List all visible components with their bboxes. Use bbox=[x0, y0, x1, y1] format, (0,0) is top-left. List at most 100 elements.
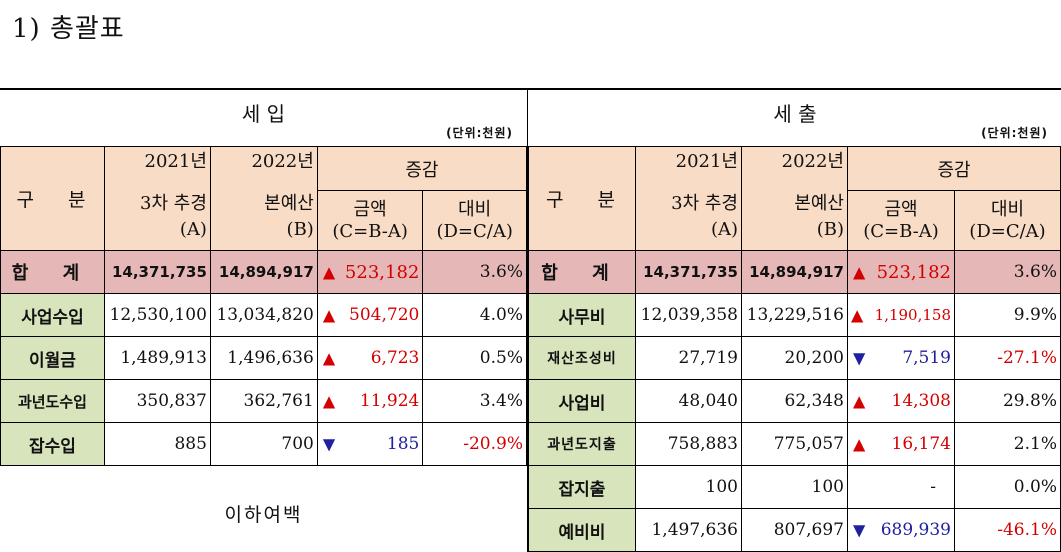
income-row-a: 350,837 bbox=[103, 379, 211, 423]
expense-row-category: 사무비 bbox=[528, 293, 636, 337]
expense-row-b: 13,229,516 bbox=[741, 293, 848, 337]
income-row-b: 13,034,820 bbox=[209, 293, 318, 337]
table-row: 사업수입 12,530,100 13,034,820 ▲ 504,720 4.0% bbox=[0, 293, 527, 337]
income-total-row: 합 계 14,371,735 14,894,917 ▲ 523,182 3.6% bbox=[0, 250, 527, 294]
income-header-amount: 금액 (C=B-A) bbox=[316, 190, 424, 251]
expense-panel: 세 출 (단위:천원) 구 분 2021년 3차 추경 (A) 2022년 본예… bbox=[527, 88, 1061, 552]
increase-arrow-icon: ▲ bbox=[322, 305, 336, 325]
income-row-c: ▲ 11,924 bbox=[316, 379, 424, 423]
expense-total-row: 합 계 14,371,735 14,894,917 ▲ 523,182 3.6% bbox=[528, 250, 1061, 294]
income-row-c-value: 6,723 bbox=[370, 348, 420, 368]
increase-arrow-icon: ▲ bbox=[322, 262, 336, 282]
income-header-2022: 2022년 본예산 (B) bbox=[209, 146, 318, 251]
income-header-ratio-line1: 대비 bbox=[458, 198, 492, 220]
income-header-row-1: 구 분 2021년 3차 추경 (A) 2022년 본예산 (B) 증감 bbox=[0, 146, 528, 251]
expense-total-c-value: 523,182 bbox=[876, 261, 951, 283]
table-row: 잡수입 885 700 ▼ 185 -20.9% bbox=[0, 422, 527, 466]
expense-row-d: -46.1% bbox=[954, 508, 1061, 552]
expense-row-c-value: 689,939 bbox=[880, 520, 951, 540]
expense-row-category: 예비비 bbox=[528, 508, 636, 552]
increase-arrow-icon: ▲ bbox=[322, 348, 336, 368]
expense-row-c-value: 7,519 bbox=[902, 348, 951, 368]
income-total-c-value: 523,182 bbox=[344, 261, 420, 283]
income-row-c-value: 11,924 bbox=[359, 391, 420, 411]
income-row-c: ▲ 504,720 bbox=[316, 293, 424, 337]
income-row-b: 1,496,636 bbox=[209, 336, 318, 380]
income-unit-label: (단위:천원) bbox=[446, 126, 513, 140]
decrease-arrow-icon: ▼ bbox=[853, 520, 866, 540]
expense-header-ratio-line1: 대비 bbox=[990, 198, 1025, 220]
expense-row-d: 9.9% bbox=[954, 293, 1061, 337]
decrease-arrow-icon: ▼ bbox=[853, 348, 866, 368]
income-row-category: 잡수입 bbox=[0, 422, 105, 466]
income-total-d: 3.6% bbox=[422, 250, 527, 294]
income-total-label: 합 계 bbox=[0, 250, 105, 294]
income-row-a: 885 bbox=[103, 422, 211, 466]
expense-row-c: ▲ 16,174 bbox=[847, 422, 955, 466]
income-header-2021: 2021년 3차 추경 (A) bbox=[103, 146, 211, 251]
table-row: 과년도지출 758,883 775,057 ▲ 16,174 2.1% bbox=[528, 422, 1061, 466]
income-row-d: 0.5% bbox=[422, 336, 527, 380]
income-header-2022-line1: 2022년 bbox=[251, 151, 314, 172]
income-header-2021-line2: 3차 추경 bbox=[140, 193, 207, 214]
income-row-category: 사업수입 bbox=[0, 293, 105, 337]
income-row-d: 3.4% bbox=[422, 379, 527, 423]
income-table: 구 분 2021년 3차 추경 (A) 2022년 본예산 (B) 증감 금액 … bbox=[0, 146, 528, 466]
expense-row-category: 사업비 bbox=[528, 379, 636, 423]
document-title: 1) 총괄표 bbox=[12, 14, 125, 44]
income-header-ratio: 대비 (D=C/A) bbox=[422, 190, 527, 251]
expense-row-b: 20,200 bbox=[741, 336, 848, 380]
income-total-a: 14,371,735 bbox=[103, 250, 211, 294]
income-row-category: 과년도수입 bbox=[0, 379, 105, 423]
expense-row-a: 12,039,358 bbox=[635, 293, 742, 337]
income-header-row-2: 금액 (C=B-A) 대비 (D=C/A) bbox=[1, 190, 527, 251]
income-header-category: 구 분 bbox=[0, 146, 105, 251]
expense-row-d: -27.1% bbox=[954, 336, 1061, 380]
expense-row-a: 48,040 bbox=[635, 379, 742, 423]
expense-row-c-value: - bbox=[930, 477, 936, 497]
expense-row-category: 잡지출 bbox=[528, 465, 636, 509]
expense-header-category: 구 분 bbox=[528, 146, 636, 251]
expense-row-category: 과년도지출 bbox=[528, 422, 636, 466]
blank-note: 이하여백 bbox=[224, 504, 303, 526]
expense-header-2022-line1: 2022년 bbox=[781, 151, 844, 172]
expense-header-row-1: 구 분 2021년 3차 추경 (A) 2022년 본예산 (B) 증감 bbox=[528, 146, 1061, 251]
income-row-c: ▼ 185 bbox=[316, 422, 424, 466]
expense-panel-header: 세 출 (단위:천원) bbox=[528, 90, 1061, 146]
decrease-arrow-icon: ▼ bbox=[322, 434, 336, 454]
income-row-c: ▲ 6,723 bbox=[316, 336, 424, 380]
income-row-d: -20.9% bbox=[422, 422, 527, 466]
expense-row-b: 775,057 bbox=[741, 422, 848, 466]
expense-row-c: ▲ 1,190,158 bbox=[847, 293, 955, 337]
table-row: 재산조성비 27,719 20,200 ▼ 7,519 -27.1% bbox=[528, 336, 1061, 380]
expense-title: 세 출 bbox=[773, 102, 817, 126]
expense-row-b: 807,697 bbox=[741, 508, 848, 552]
increase-arrow-icon: ▲ bbox=[853, 391, 866, 411]
expense-table: 구 분 2021년 3차 추경 (A) 2022년 본예산 (B) 증감 금액 … bbox=[528, 146, 1061, 552]
expense-row-d: 29.8% bbox=[954, 379, 1061, 423]
expense-row-c: - bbox=[847, 465, 955, 509]
income-row-a: 12,530,100 bbox=[103, 293, 211, 337]
expense-header-2022: 2022년 본예산 (B) bbox=[741, 146, 848, 251]
expense-total-label: 합 계 bbox=[528, 250, 636, 294]
expense-header-2021: 2021년 3차 추경 (A) bbox=[635, 146, 742, 251]
expense-row-category: 재산조성비 bbox=[528, 336, 636, 380]
table-row: 과년도수입 350,837 362,761 ▲ 11,924 3.4% bbox=[0, 379, 527, 423]
expense-header-ratio: 대비 (D=C/A) bbox=[954, 190, 1061, 251]
expense-row-c: ▼ 7,519 bbox=[847, 336, 955, 380]
income-row-category: 이월금 bbox=[0, 336, 105, 380]
expense-header-amount-line1: 금액 bbox=[884, 198, 918, 220]
expense-header-amount: 금액 (C=B-A) bbox=[847, 190, 955, 251]
table-row: 사무비 12,039,358 13,229,516 ▲ 1,190,158 9.9… bbox=[528, 293, 1061, 337]
expense-header-ratio-line2: (D=C/A) bbox=[969, 220, 1046, 242]
income-header-2021-line1: 2021년 bbox=[144, 151, 207, 172]
expense-row-b: 62,348 bbox=[741, 379, 848, 423]
income-header-2021-line3: (A) bbox=[179, 219, 207, 240]
expense-unit-label: (단위:천원) bbox=[981, 126, 1048, 140]
expense-header-row-2: 금액 (C=B-A) 대비 (D=C/A) bbox=[529, 190, 1061, 251]
expense-header-2021-line1: 2021년 bbox=[675, 151, 738, 172]
expense-header-2021-line2: 3차 추경 bbox=[671, 193, 738, 214]
expense-row-c: ▲ 14,308 bbox=[847, 379, 955, 423]
increase-arrow-icon: ▲ bbox=[853, 262, 866, 282]
expense-header-change: 증감 bbox=[847, 146, 1061, 191]
